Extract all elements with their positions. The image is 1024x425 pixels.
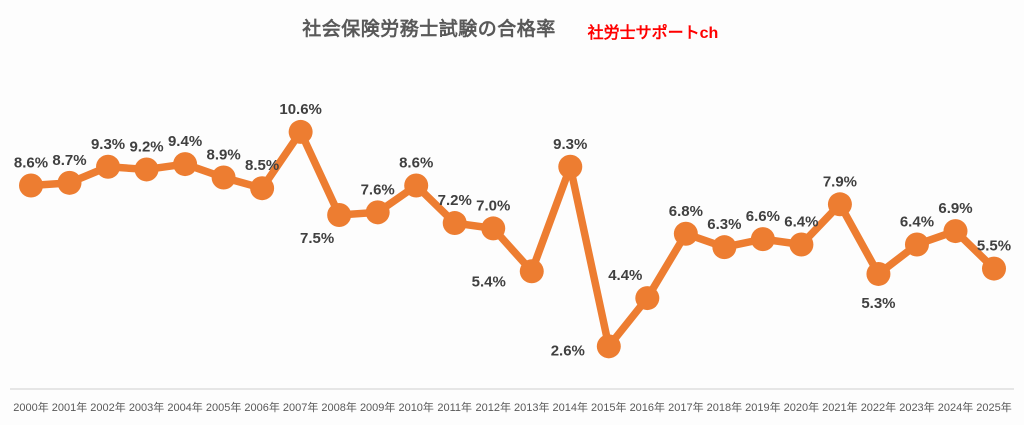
value-label-2000年: 8.6% — [14, 155, 48, 172]
value-label-2004年: 9.4% — [168, 133, 202, 150]
x-tick-label-2018年: 2018年 — [707, 400, 742, 414]
data-point-2025年 — [982, 256, 1006, 281]
data-point-2023年 — [904, 232, 929, 257]
value-label-2016年: 4.4% — [608, 267, 642, 284]
data-point-2014年 — [558, 154, 583, 179]
value-label-2022年: 5.3% — [861, 295, 895, 312]
value-label-2001年: 8.7% — [52, 152, 86, 169]
value-label-2024年: 6.9% — [938, 200, 972, 217]
data-point-2006年 — [250, 176, 275, 201]
data-point-2007年 — [288, 119, 313, 144]
data-point-2010年 — [404, 173, 429, 198]
data-point-2022年 — [866, 261, 891, 286]
data-point-2009年 — [365, 200, 390, 225]
x-tick-label-2024年: 2024年 — [938, 400, 973, 414]
data-point-2011年 — [442, 211, 467, 236]
data-point-2001年 — [57, 170, 82, 195]
data-point-2017年 — [673, 221, 698, 246]
channel-watermark: 社労士サポートch — [587, 25, 719, 42]
data-point-2008年 — [327, 203, 352, 227]
x-tick-label-2009年: 2009年 — [360, 400, 395, 414]
x-tick-label-2012年: 2012年 — [475, 400, 510, 414]
value-label-2021年: 7.9% — [823, 173, 857, 190]
x-tick-label-2008年: 2008年 — [321, 400, 356, 414]
value-label-2008年: 7.5% — [300, 230, 334, 247]
x-tick-label-2019年: 2019年 — [745, 400, 780, 414]
data-point-2015年 — [596, 334, 621, 359]
x-tick-label-2015年: 2015年 — [591, 400, 626, 414]
x-tick-label-2023年: 2023年 — [899, 400, 934, 414]
x-tick-label-2001年: 2001年 — [52, 400, 87, 414]
chart-title: 社会保険労務士試験の合格率 — [302, 19, 556, 40]
value-label-2023年: 6.4% — [900, 213, 934, 230]
x-tick-label-2007年: 2007年 — [283, 400, 318, 414]
x-tick-label-2004年: 2004年 — [167, 400, 202, 414]
x-tick-label-2010年: 2010年 — [398, 400, 433, 414]
value-label-2018年: 6.3% — [707, 216, 741, 233]
data-point-2018年 — [712, 235, 737, 260]
data-point-2005年 — [211, 165, 236, 190]
value-label-2019年: 6.6% — [746, 208, 780, 225]
data-point-2013年 — [519, 259, 544, 284]
data-point-2021年 — [827, 192, 852, 217]
x-tick-label-2022年: 2022年 — [861, 400, 896, 414]
value-label-2012年: 7.0% — [476, 197, 510, 214]
data-point-2003年 — [134, 157, 159, 182]
data-point-2004年 — [173, 152, 198, 177]
value-label-2006年: 8.5% — [245, 157, 279, 174]
x-tick-label-2013年: 2013年 — [514, 400, 549, 414]
data-point-2024年 — [943, 219, 968, 244]
value-label-2005年: 8.9% — [206, 146, 240, 163]
x-tick-label-2000年: 2000年 — [13, 400, 48, 414]
data-point-2002年 — [96, 154, 121, 179]
value-label-2011年: 7.2% — [438, 192, 472, 209]
value-label-2014年: 9.3% — [553, 136, 587, 153]
x-tick-label-2020年: 2020年 — [784, 400, 819, 414]
x-tick-label-2021年: 2021年 — [822, 400, 857, 414]
x-tick-label-2011年: 2011年 — [437, 400, 472, 414]
value-label-2009年: 7.6% — [361, 181, 395, 198]
value-label-2003年: 9.2% — [129, 138, 163, 155]
x-tick-label-2003年: 2003年 — [129, 400, 164, 414]
data-point-2000年 — [19, 173, 43, 198]
value-label-2007年: 10.6% — [279, 101, 322, 118]
x-tick-label-2017年: 2017年 — [668, 400, 703, 414]
data-point-2020年 — [789, 232, 814, 257]
data-point-2016年 — [635, 286, 660, 311]
value-label-2002年: 9.3% — [91, 136, 125, 153]
value-label-2020年: 6.4% — [784, 213, 818, 230]
x-tick-label-2002年: 2002年 — [90, 400, 125, 414]
value-label-2013年: 5.4% — [472, 273, 506, 290]
x-tick-label-2005年: 2005年 — [206, 400, 241, 414]
x-tick-label-2014年: 2014年 — [553, 400, 588, 414]
data-point-2019年 — [750, 227, 775, 252]
x-tick-label-2016年: 2016年 — [630, 400, 665, 414]
value-label-2010年: 8.6% — [399, 155, 433, 172]
value-label-2015年: 2.6% — [551, 342, 585, 359]
x-tick-label-2006年: 2006年 — [244, 400, 279, 414]
value-label-2017年: 6.8% — [669, 203, 703, 220]
value-label-2025年: 5.5% — [977, 238, 1011, 255]
x-tick-label-2025年: 2025年 — [976, 400, 1011, 414]
data-point-2012年 — [481, 216, 506, 241]
